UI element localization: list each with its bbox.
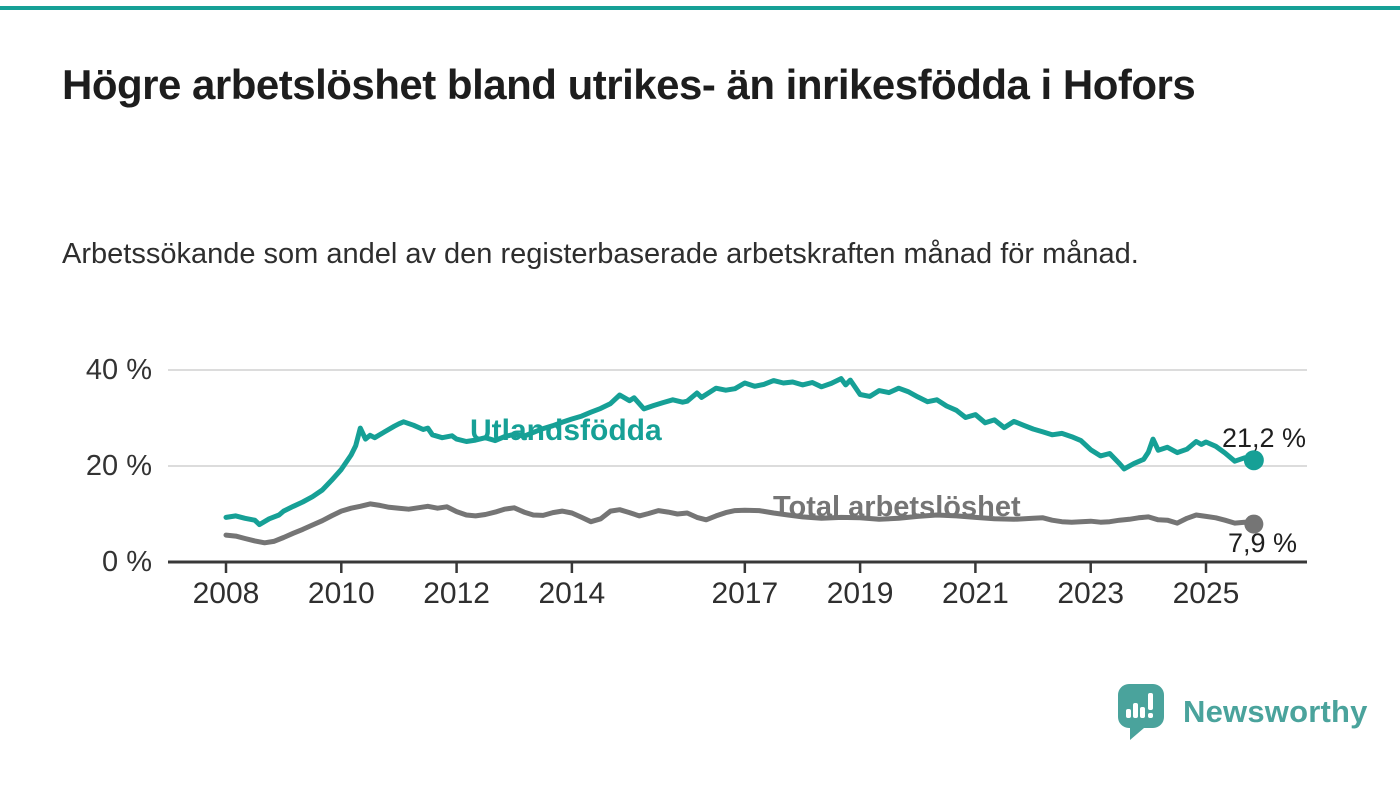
logo-bar-1 — [1126, 709, 1131, 718]
x-axis-label-2012: 2012 — [423, 577, 490, 610]
y-axis-label-40: 40 % — [85, 354, 152, 386]
newsworthy-brand: Newsworthy — [1117, 684, 1368, 740]
x-axis-label-2010: 2010 — [307, 577, 375, 610]
chart-subtitle: Arbetssökande som andel av den registerb… — [62, 238, 1139, 270]
series-label-utlandsfodda: Utlandsfödda — [470, 414, 662, 447]
end-value-label-total: 7,9 % — [1228, 528, 1298, 558]
logo-exclamation-bar — [1148, 693, 1153, 710]
series-label-total-arbetsloshet: Total arbetslöshet — [773, 491, 1021, 523]
x-axis-label-2019: 2019 — [826, 577, 894, 610]
end-value-label-utlandsfodda: 21,2 % — [1222, 423, 1307, 453]
x-axis-label-2008: 2008 — [192, 577, 260, 610]
logo-bar-2 — [1133, 703, 1138, 718]
series-line-0 — [223, 376, 1257, 528]
y-axis-label-20: 20 % — [85, 450, 152, 482]
series-end-dot-0 — [1243, 450, 1264, 471]
x-axis-label-2025: 2025 — [1172, 577, 1240, 610]
accent-top-bar — [0, 6, 1400, 10]
x-axis-label-2014: 2014 — [538, 577, 606, 610]
logo-bar-3 — [1140, 707, 1145, 718]
logo-exclamation-dot — [1148, 713, 1153, 718]
newsworthy-logo-icon — [1118, 684, 1164, 740]
brand-name-text: Newsworthy — [1183, 694, 1368, 729]
x-axis-label-2021: 2021 — [942, 577, 1009, 610]
x-axis-label-2017: 2017 — [711, 577, 779, 610]
series-end-dot-1 — [1244, 514, 1264, 534]
series-line-1 — [223, 501, 1257, 546]
y-axis-label-0: 0 % — [102, 546, 152, 578]
page-title: Högre arbetslöshet bland utrikes- än inr… — [62, 61, 1196, 108]
x-axis-label-2023: 2023 — [1057, 577, 1125, 610]
